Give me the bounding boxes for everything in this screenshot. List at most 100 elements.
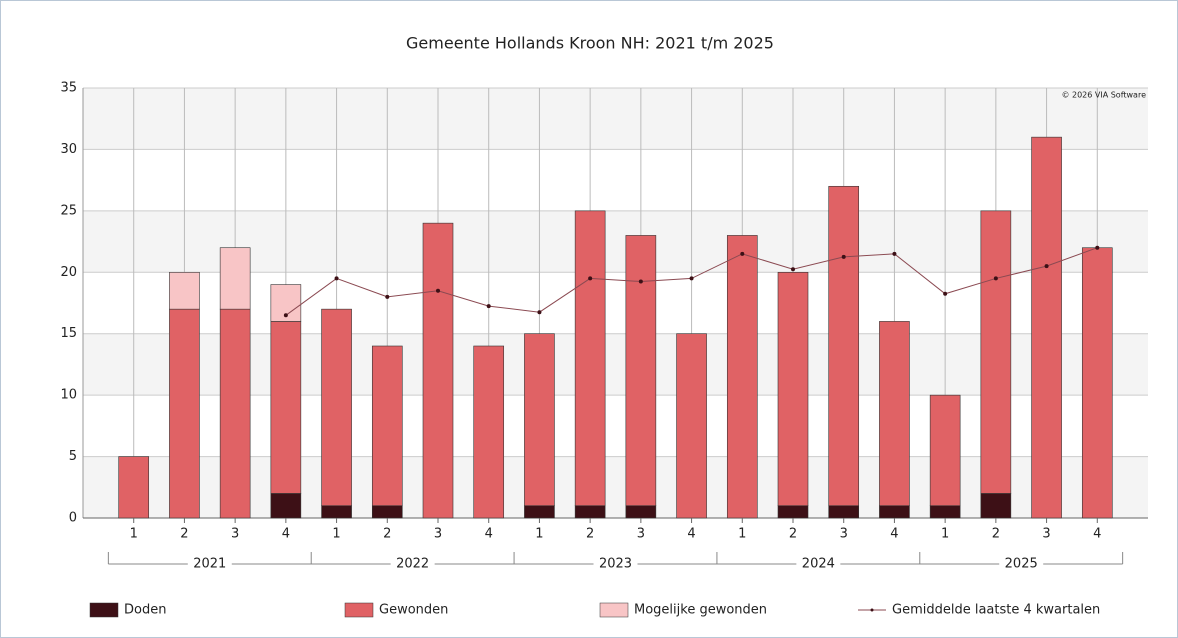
bar-segment (777, 505, 809, 519)
group-label-bg (593, 556, 638, 572)
bar-segment (321, 308, 352, 507)
x-tick-label: 4 (687, 527, 695, 542)
line-point (740, 251, 745, 256)
bar-segment (574, 210, 606, 507)
line-point (436, 288, 440, 293)
bar-segment (879, 321, 910, 507)
line-point (537, 310, 542, 315)
bar-segment (321, 505, 352, 519)
group-label: 2022 (396, 557, 429, 572)
chart-title: Gemeente Hollands Kroon NH: 2021 t/m 202… (406, 34, 774, 53)
y-tick-label: 25 (60, 203, 77, 218)
group-label-bg (796, 556, 841, 572)
x-tick-label: 3 (1042, 527, 1050, 542)
x-tick-label: 2 (789, 527, 797, 542)
x-tick-label: 1 (332, 527, 340, 542)
bar-segment (270, 493, 302, 519)
x-tick-label: 2 (992, 527, 1000, 542)
legend-label: Doden (124, 603, 166, 618)
bar-segment (828, 505, 860, 519)
legend-label: Gemiddelde laatste 4 kwartalen (892, 603, 1100, 618)
grid-band (83, 210, 1148, 273)
line-point (385, 294, 390, 299)
bar-segment (828, 185, 860, 507)
bar-segment (929, 505, 961, 519)
group-label-bg (999, 556, 1044, 572)
legend-swatch (89, 602, 119, 618)
x-tick-label: 3 (840, 527, 848, 542)
x-tick-label: 3 (637, 527, 645, 542)
x-tick-label: 4 (282, 527, 290, 542)
bar-segment (524, 333, 555, 507)
bar-segment (879, 505, 910, 519)
bar-segment (118, 456, 150, 519)
y-tick-label: 0 (69, 511, 77, 526)
x-tick-label: 4 (890, 527, 898, 542)
bar-segment (625, 505, 657, 519)
bar-segment (169, 308, 200, 519)
y-tick-label: 20 (60, 265, 77, 280)
x-tick-label: 1 (738, 527, 746, 542)
x-tick-label: 3 (434, 527, 442, 542)
y-tick-label: 5 (69, 449, 77, 464)
legend-swatch (599, 602, 629, 618)
line-point (689, 276, 694, 281)
credit: © 2026 VIA Software (1061, 91, 1146, 100)
bar-segment (371, 345, 403, 507)
line-point (1044, 264, 1049, 269)
line-point (486, 304, 491, 309)
bar-segment (473, 345, 505, 519)
x-tick-label: 2 (586, 527, 594, 542)
line-point (993, 276, 998, 281)
line-point (892, 251, 897, 256)
group-label: 2021 (193, 557, 226, 572)
bar-segment (574, 505, 606, 519)
bar-segment (1031, 136, 1062, 519)
x-tick-label: 4 (1093, 527, 1101, 542)
bar-segment (169, 271, 200, 310)
group-label-bg (187, 556, 232, 572)
legend-label: Gewonden (379, 603, 448, 618)
legend-swatch (344, 602, 374, 618)
line-point (334, 276, 339, 281)
bar-segment (929, 394, 961, 507)
bar-segment (980, 493, 1012, 519)
x-tick-label: 1 (941, 527, 949, 542)
x-tick-label: 2 (383, 527, 391, 542)
y-tick-label: 10 (60, 388, 77, 403)
group-label-bg (390, 556, 435, 572)
bar-segment (777, 271, 809, 507)
bar-segment (625, 235, 657, 507)
x-tick-label: 4 (485, 527, 493, 542)
group-label: 2025 (1005, 557, 1038, 572)
legend-dot (870, 608, 874, 612)
line-point (1095, 245, 1100, 250)
bar-segment (270, 321, 302, 494)
x-tick-label: 1 (535, 527, 543, 542)
y-tick-label: 15 (60, 326, 77, 341)
x-tick-label: 3 (231, 527, 239, 542)
line-point (841, 254, 846, 259)
grid-band (83, 88, 1148, 150)
line-point (283, 313, 288, 318)
x-tick-label: 2 (180, 527, 188, 542)
bar-segment (422, 222, 454, 519)
y-tick-label: 35 (60, 81, 77, 96)
group-label: 2024 (802, 557, 835, 572)
line-point (588, 276, 593, 281)
line-point (943, 291, 948, 296)
line-point (791, 267, 795, 272)
bar-segment (371, 505, 403, 519)
bar-segment (219, 247, 251, 310)
legend-label: Mogelijke gewonden (634, 603, 767, 618)
bar-segment (726, 235, 758, 519)
grid-band (83, 456, 1148, 518)
bar-segment (676, 333, 707, 519)
line-point (638, 279, 643, 284)
bar-segment (1081, 247, 1113, 519)
y-tick-label: 30 (60, 142, 77, 157)
bar-segment (219, 308, 251, 519)
x-tick-label: 1 (130, 527, 138, 542)
group-label: 2023 (599, 557, 632, 572)
